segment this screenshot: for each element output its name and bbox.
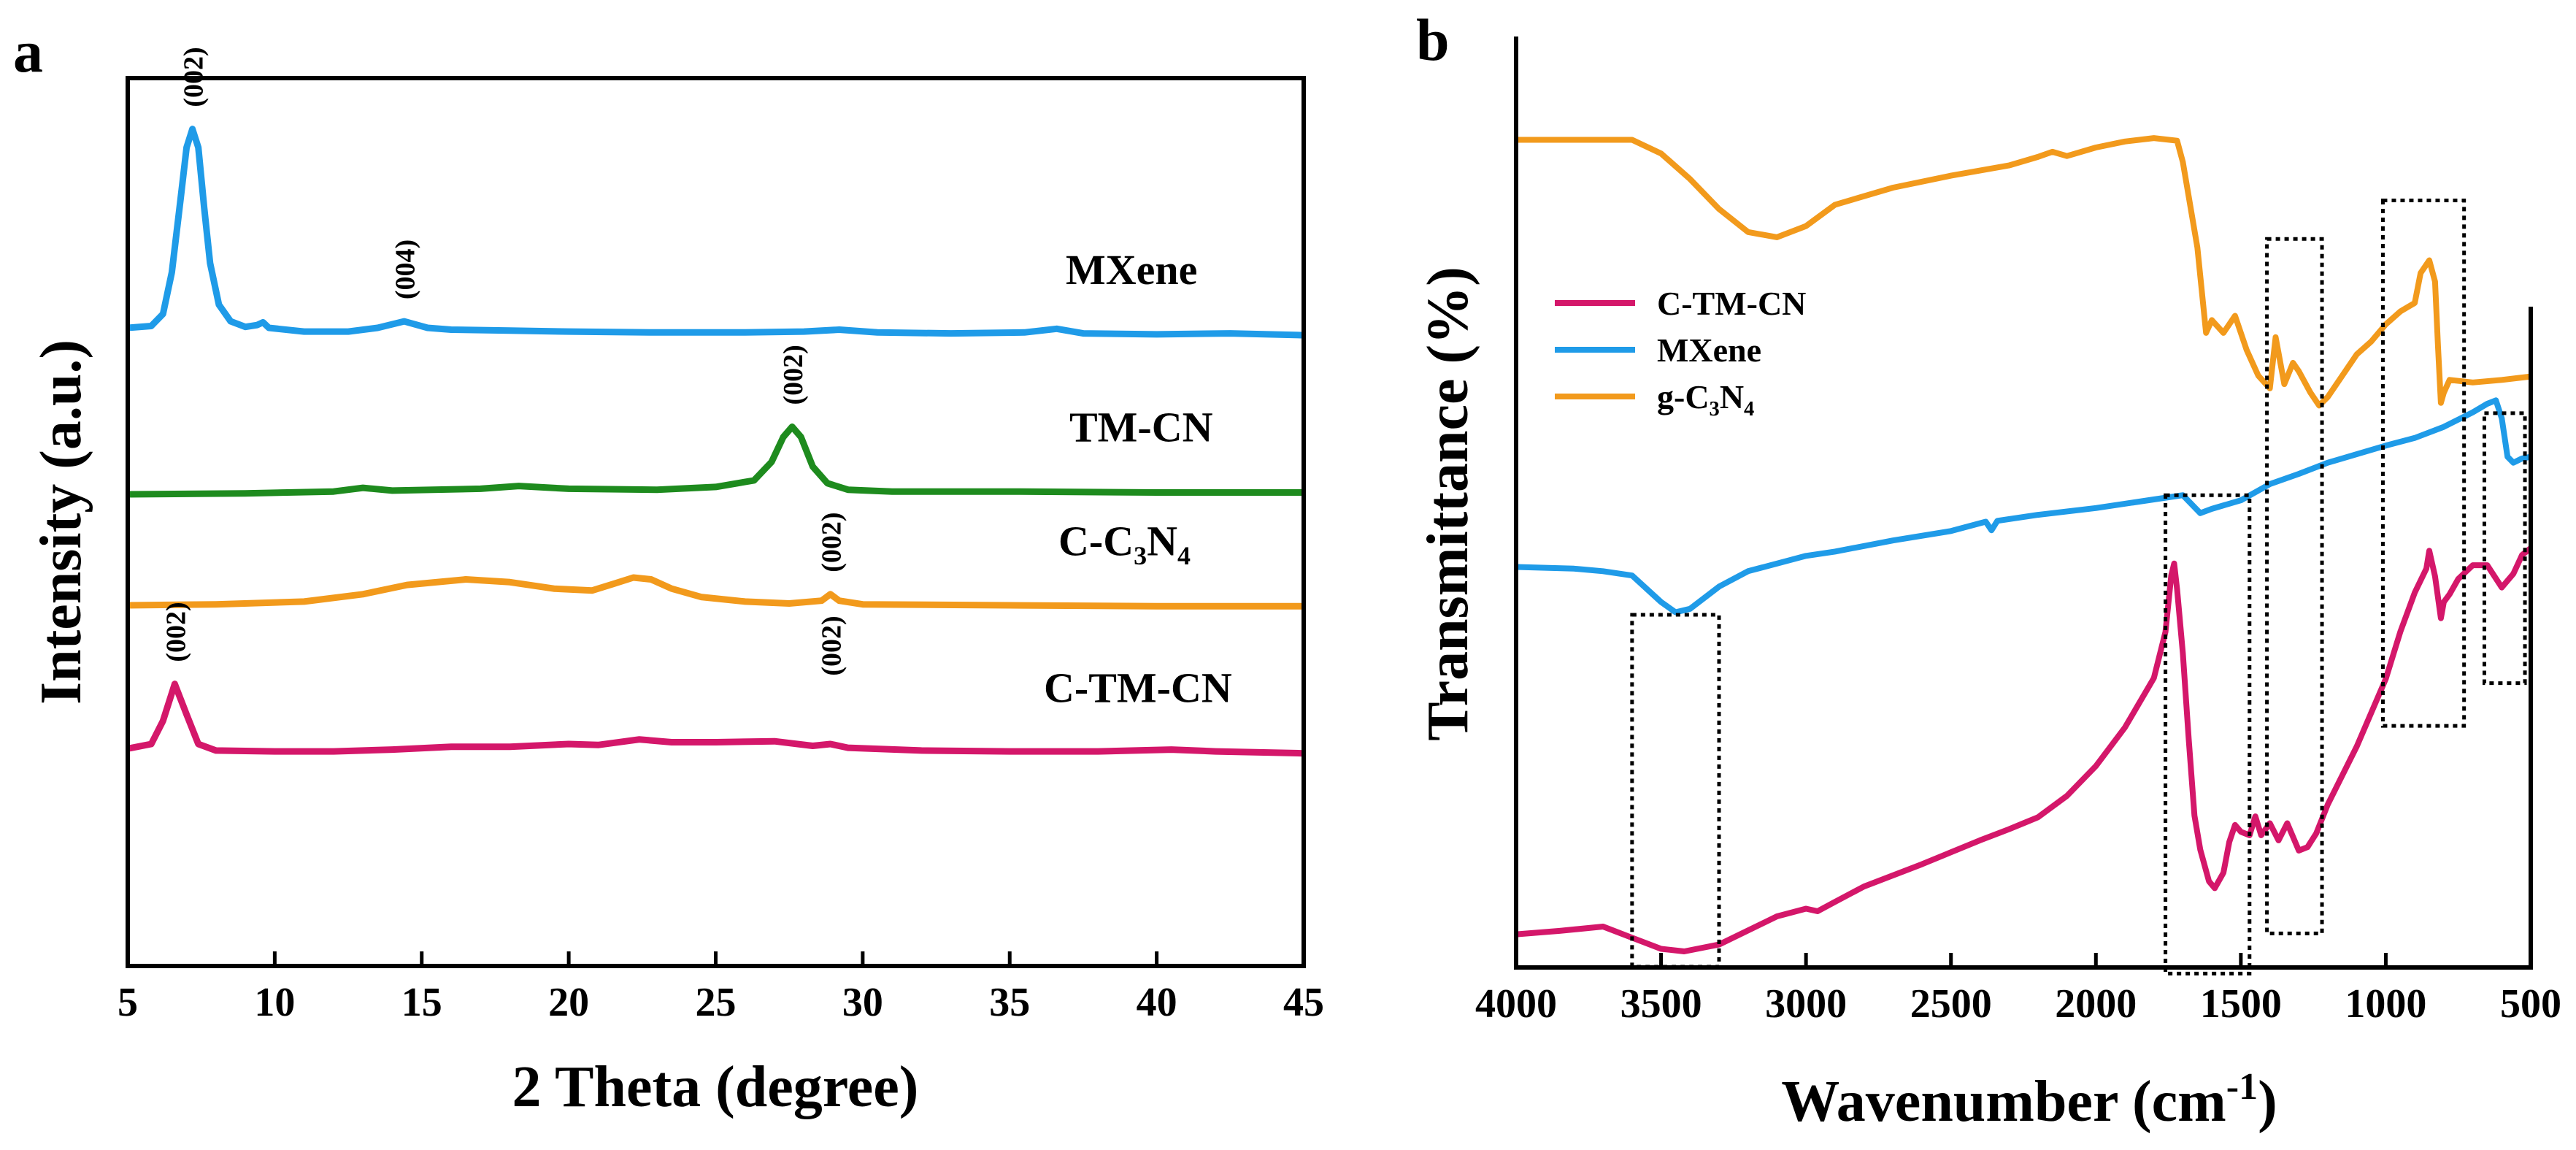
ftir-x-tick-label: 2000 xyxy=(2055,981,2137,1027)
ftir-series-group xyxy=(1515,135,2533,954)
ftir-series-line-g-c3n4 xyxy=(1516,135,2531,409)
xrd-x-ticks: 5 10 15 20 25 30 35 40 45 xyxy=(118,951,1324,1025)
ftir-annotation-box xyxy=(1630,613,1721,969)
ftir-x-axis-label-close: ) xyxy=(2258,1070,2277,1134)
xrd-x-tick-label: 10 xyxy=(254,980,295,1025)
ftir-legend: C-TM-CN MXene g-C3​N4​ xyxy=(1555,285,1806,421)
xrd-chart: 5 10 15 20 25 30 35 40 45 MXene (002) (004) TM-CN (0… xyxy=(29,47,1324,1119)
ftir-x-tick-label: 1000 xyxy=(2345,981,2426,1027)
xrd-x-axis-label: 2 Theta (degree) xyxy=(512,1055,919,1119)
xrd-x-tick-label: 30 xyxy=(842,980,883,1025)
xrd-peak-label: (002) xyxy=(778,345,809,405)
xrd-series-line-tm-cn xyxy=(127,423,1304,498)
xrd-series-line-c-c3n4 xyxy=(127,574,1304,610)
xrd-peak-label: (002) xyxy=(161,602,191,662)
xrd-series-group xyxy=(127,126,1304,757)
xrd-series-label-c-tm-cn: C-TM-CN xyxy=(1044,664,1232,712)
xrd-x-tick-label: 45 xyxy=(1283,980,1324,1025)
ftir-x-tick-label: 1500 xyxy=(2200,981,2282,1027)
ftir-x-axis-label: Wavenumber (cm-1) xyxy=(1781,1066,2277,1134)
ftir-legend-label-g-c3n4: g-C3​N4​ xyxy=(1657,378,1754,421)
ftir-x-axis-label-main: Wavenumber (cm xyxy=(1781,1070,2226,1134)
ftir-y-axis-label: Transmittance (%) xyxy=(1416,267,1480,741)
xrd-peak-label: (002) xyxy=(179,47,209,107)
ftir-annotation-box xyxy=(2164,493,2252,975)
xrd-series-label-c-c3n4: C-C3​N4​ xyxy=(1058,517,1191,570)
ftir-chart: 4000 3500 3000 2500 2000 1500 1000 500 C-TM-CN M… xyxy=(1416,37,2561,1134)
ftir-legend-label-c-tm-cn: C-TM-CN xyxy=(1657,285,1806,322)
xrd-peak-label: (004) xyxy=(391,239,421,299)
ftir-series-line-mxene xyxy=(1515,397,2531,616)
xrd-series-label-mxene: MXene xyxy=(1066,246,1197,294)
ftir-x-tick-label: 2500 xyxy=(1910,981,1992,1027)
xrd-peak-label: (002) xyxy=(817,512,847,572)
xrd-x-tick-label: 15 xyxy=(401,980,442,1025)
xrd-x-tick-label: 5 xyxy=(118,980,138,1025)
xrd-x-tick-label: 35 xyxy=(989,980,1030,1025)
ftir-x-tick-label: 500 xyxy=(2500,981,2561,1027)
ftir-annotation-box xyxy=(2265,237,2324,935)
ftir-annotation-boxes xyxy=(1630,199,2527,975)
ftir-x-axis-label-superscript: -1 xyxy=(2226,1066,2258,1108)
xrd-series-line-c-tm-cn xyxy=(127,681,1304,757)
ftir-x-tick-label: 4000 xyxy=(1475,981,1557,1027)
ftir-series-line-c-tm-cn xyxy=(1515,545,2533,954)
xrd-series-line-mxene xyxy=(127,126,1304,339)
xrd-series-label-tm-cn: TM-CN xyxy=(1069,403,1213,451)
xrd-x-tick-label: 25 xyxy=(696,980,737,1025)
ftir-x-tick-label: 3000 xyxy=(1765,981,1847,1027)
panel-label-a: a xyxy=(13,18,43,85)
ftir-plot-frame xyxy=(1514,37,2533,970)
ftir-x-ticks: 4000 3500 3000 2500 2000 1500 1000 500 xyxy=(1475,953,2561,1027)
panel-label-b: b xyxy=(1416,7,1450,73)
xrd-labels: MXene (002) (004) TM-CN (002) C-C3​N4​ (002) C-… xyxy=(161,47,1231,711)
xrd-x-tick-label: 20 xyxy=(548,980,589,1025)
xrd-y-axis-label: Intensity (a.u.) xyxy=(29,340,93,705)
ftir-legend-label-mxene: MXene xyxy=(1657,331,1761,369)
ftir-annotation-box xyxy=(2482,411,2527,686)
ftir-annotation-box xyxy=(2380,199,2467,728)
xrd-x-tick-label: 40 xyxy=(1137,980,1177,1025)
ftir-x-tick-label: 3500 xyxy=(1620,981,1702,1027)
xrd-peak-label: (002) xyxy=(817,616,847,675)
